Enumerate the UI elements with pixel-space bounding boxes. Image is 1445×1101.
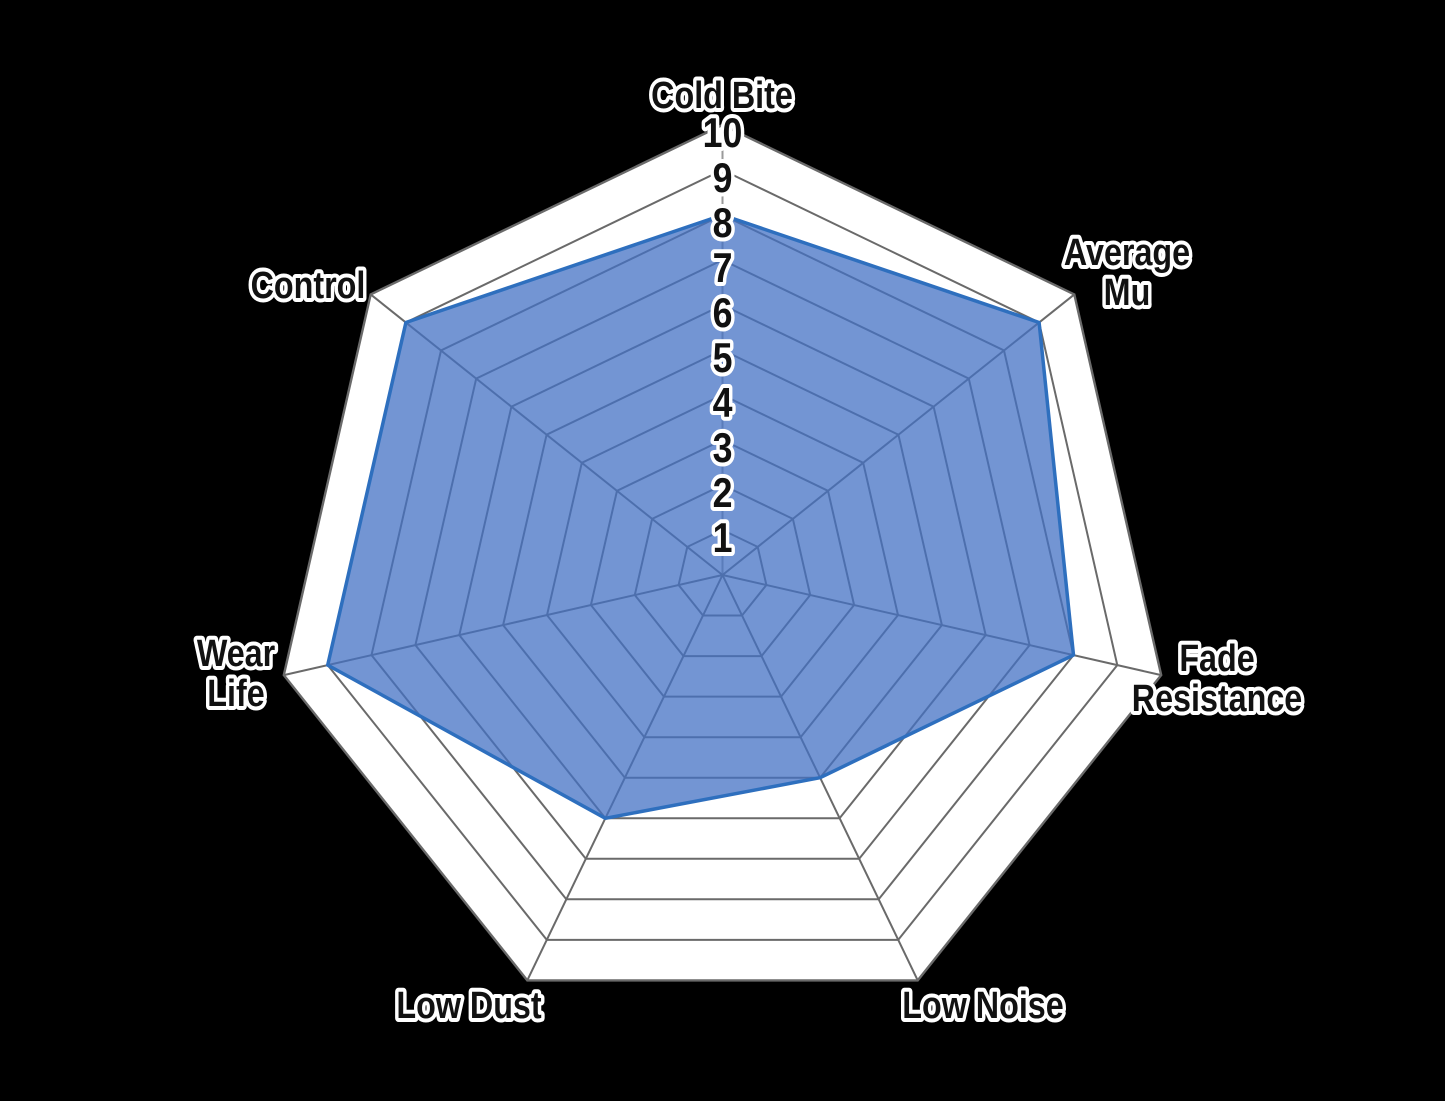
category-label: Low Dust (396, 985, 542, 1027)
category-label: Average Mu (1064, 232, 1190, 314)
tick-label: 2 (713, 470, 733, 516)
tick-label: 5 (713, 335, 733, 381)
tick-label: 7 (713, 245, 733, 291)
radar-series-polygon (325, 213, 1076, 821)
grid-ring (282, 123, 1163, 982)
category-label: Low Noise (902, 985, 1063, 1027)
radar-category-labels: Cold Bite Average Mu Fade Resistance Low Nois… (193, 71, 1306, 1030)
tick-label: 10 (703, 110, 743, 156)
tick-label: 9 (713, 155, 733, 201)
category-label: Cold Bite (651, 75, 793, 117)
tick-label: 6 (713, 290, 733, 336)
category-label: Wear Life (197, 633, 276, 715)
tick-label: 8 (713, 200, 733, 246)
tick-label: 1 (713, 515, 733, 561)
tick-label: 3 (713, 425, 733, 471)
category-label: Fade Resistance (1132, 638, 1303, 720)
category-label: Control (251, 265, 366, 307)
tick-label: 4 (713, 380, 733, 426)
